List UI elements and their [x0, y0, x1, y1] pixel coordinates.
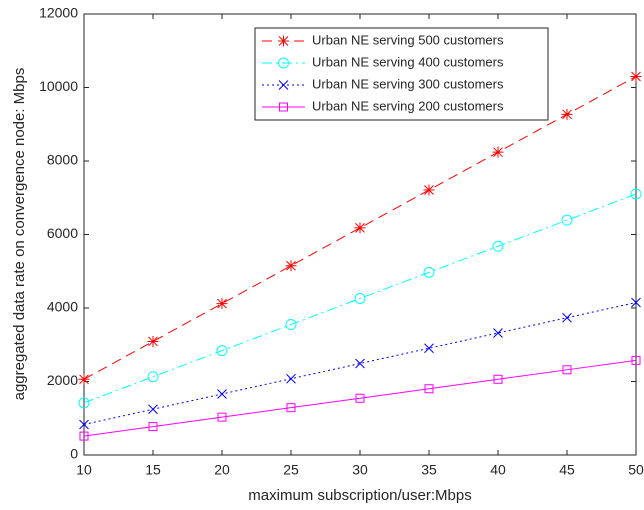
marker — [562, 312, 572, 323]
y-tick-label: 0 — [70, 446, 78, 462]
marker — [354, 222, 366, 234]
y-tick-label: 4000 — [47, 299, 78, 315]
series-line — [83, 76, 637, 380]
marker — [493, 374, 503, 384]
marker — [78, 373, 90, 385]
x-tick-label: 45 — [559, 462, 575, 478]
marker — [279, 102, 288, 112]
marker — [148, 422, 158, 432]
x-tick-label: 25 — [283, 462, 299, 478]
marker — [355, 393, 365, 403]
y-tick-label: 8000 — [47, 152, 78, 168]
marker — [423, 266, 435, 278]
marker — [630, 188, 642, 200]
x-axis-label: maximum subscription/user:Mbps — [248, 487, 471, 504]
marker — [278, 80, 289, 90]
marker — [631, 355, 641, 365]
marker — [217, 389, 227, 399]
y-tick-label: 6000 — [47, 225, 78, 241]
series-line — [83, 359, 637, 437]
x-tick-label: 35 — [421, 462, 437, 478]
y-tick-label: 12000 — [39, 5, 78, 21]
marker — [285, 319, 297, 331]
legend-label: Urban NE serving 200 customers — [312, 98, 504, 113]
marker — [424, 384, 434, 394]
marker — [492, 240, 504, 252]
marker — [424, 343, 434, 354]
marker — [285, 260, 297, 272]
x-tick-label: 30 — [352, 462, 368, 478]
marker — [278, 57, 289, 69]
y-axis-label: aggregated data rate on convergence node… — [11, 68, 28, 401]
marker — [286, 373, 296, 384]
marker — [493, 328, 503, 338]
x-tick-label: 10 — [76, 462, 92, 478]
x-tick-label: 20 — [214, 462, 230, 478]
marker — [630, 70, 642, 82]
x-tick-label: 50 — [628, 462, 644, 478]
legend: Urban NE serving 500 customers Urban NE s… — [254, 27, 549, 121]
legend-label: Urban NE serving 300 customers — [312, 76, 504, 91]
y-tick-label: 10000 — [39, 78, 78, 94]
marker — [217, 412, 227, 422]
legend-label: Urban NE serving 500 customers — [312, 32, 504, 47]
legend-label: Urban NE serving 400 customers — [312, 54, 504, 69]
marker — [78, 397, 90, 409]
marker — [147, 335, 159, 347]
marker — [561, 214, 573, 226]
x-tick-label: 15 — [145, 462, 161, 478]
marker — [216, 298, 228, 310]
marker — [561, 108, 573, 120]
x-tick-label: 40 — [490, 462, 506, 478]
marker — [216, 345, 228, 357]
marker — [147, 371, 159, 383]
legend-box — [254, 27, 549, 121]
marker — [423, 184, 435, 196]
marker — [354, 292, 366, 304]
marker — [492, 146, 504, 158]
marker — [631, 297, 641, 308]
marker — [278, 35, 289, 47]
series-line — [83, 301, 637, 425]
series-line — [83, 193, 637, 404]
marker — [286, 403, 296, 413]
marker — [148, 404, 158, 415]
marker — [355, 358, 365, 369]
marker — [79, 419, 89, 430]
y-tick-label: 2000 — [47, 372, 78, 388]
marker — [562, 365, 572, 375]
marker — [79, 431, 89, 441]
